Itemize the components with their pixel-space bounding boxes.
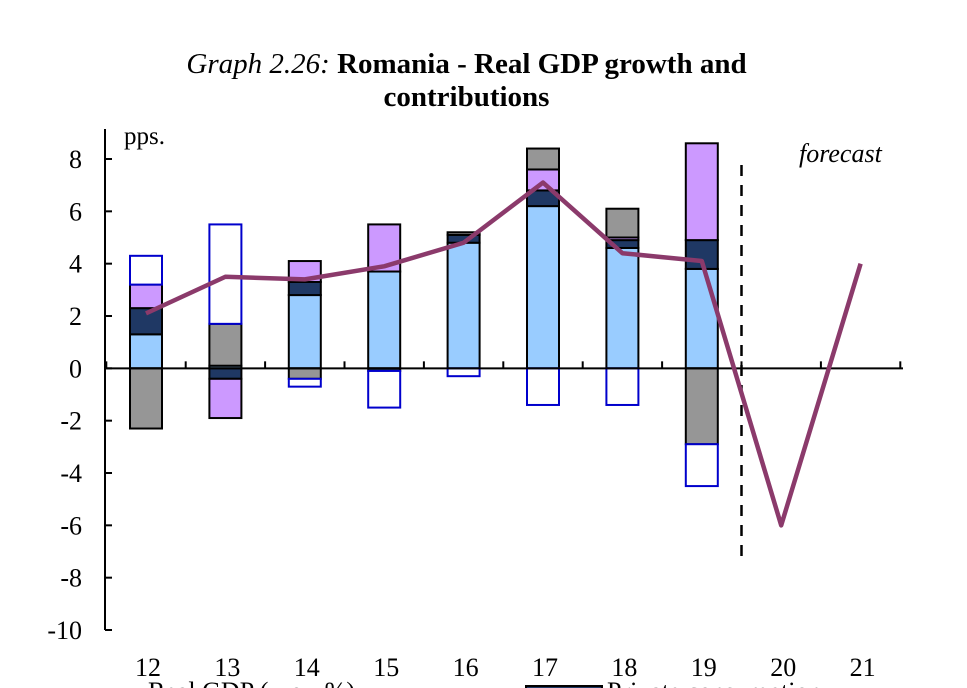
bar-16-s4 — [446, 231, 481, 236]
bar-17-s3 — [526, 168, 560, 192]
x-tick-label: 17 — [532, 653, 558, 682]
x-tick-label: 13 — [214, 653, 240, 682]
line-layer — [145, 180, 863, 528]
bar-16-s1 — [446, 241, 481, 370]
x-tick-label: 15 — [373, 653, 399, 682]
bar-19-s5 — [684, 443, 719, 488]
title-line-2: contributions — [383, 81, 550, 113]
y-tick-label: 8 — [69, 145, 82, 174]
bar-14-s1 — [287, 294, 322, 370]
y-tick-label: -6 — [60, 511, 82, 540]
legend-swatch-private-consumption — [525, 685, 603, 688]
bar-15-s3 — [367, 223, 402, 273]
bar-14-s4 — [287, 367, 322, 380]
axes-layer — [104, 129, 903, 631]
legend-item-private-consumption: Private consumption — [607, 677, 821, 688]
chart-title: Graph 2.26: Romania - Real GDP growth an… — [0, 48, 933, 114]
title-prefix: Graph 2.26: — [186, 48, 330, 80]
y-tick-label: -2 — [60, 407, 82, 436]
legend-item-real-gdp: Real GDP (y-o-y%) — [148, 677, 355, 688]
bar-12-s1 — [129, 333, 163, 370]
bar-19-s4 — [684, 367, 719, 446]
x-tick-label: 20 — [770, 653, 796, 682]
y-unit-label: pps. — [124, 123, 165, 150]
bar-17-s5 — [526, 367, 560, 406]
legend-partial: Real GDP (y-o-y%) Private consumption — [148, 677, 821, 688]
bar-18-s5 — [605, 367, 640, 406]
forecast-annotation: forecast — [799, 139, 883, 168]
title-line-1: Romania - Real GDP growth and — [337, 48, 747, 80]
bar-17-s4 — [526, 147, 560, 171]
x-tick-label: 16 — [453, 653, 479, 682]
y-tick-label: -4 — [60, 459, 82, 488]
bar-13-s3 — [208, 377, 243, 420]
bar-16-s5 — [446, 367, 481, 378]
x-tick-label: 21 — [850, 653, 876, 682]
y-tick-label: 2 — [69, 302, 82, 331]
bar-19-s3 — [684, 142, 719, 242]
bar-14-s2 — [287, 280, 322, 297]
y-tick-label: 6 — [69, 197, 82, 226]
x-tick-label: 18 — [611, 653, 637, 682]
bar-19-s1 — [684, 267, 719, 370]
bar-14-s5 — [287, 377, 322, 388]
bar-12-s4 — [129, 367, 163, 430]
x-tick-label: 19 — [691, 653, 717, 682]
bar-12-s3 — [129, 283, 163, 310]
bar-13-s4 — [208, 322, 243, 367]
y-tick-label: 0 — [69, 354, 82, 383]
x-tick-label: 12 — [135, 653, 161, 682]
bar-15-s1 — [367, 270, 402, 370]
x-tick-label: 14 — [294, 653, 320, 682]
y-tick-label: -8 — [60, 564, 82, 593]
bar-18-s4 — [605, 207, 640, 239]
bar-18-s1 — [605, 246, 640, 370]
real-gdp-line — [145, 180, 863, 528]
bar-12-s5 — [129, 254, 163, 286]
bar-13-s2 — [208, 367, 243, 380]
bar-15-s5 — [367, 369, 402, 409]
y-tick-label: -10 — [47, 616, 82, 645]
y-tick-label: 4 — [69, 250, 82, 279]
bar-13-s5 — [208, 223, 243, 325]
bars-layer — [129, 142, 719, 488]
bar-17-s1 — [526, 205, 560, 370]
